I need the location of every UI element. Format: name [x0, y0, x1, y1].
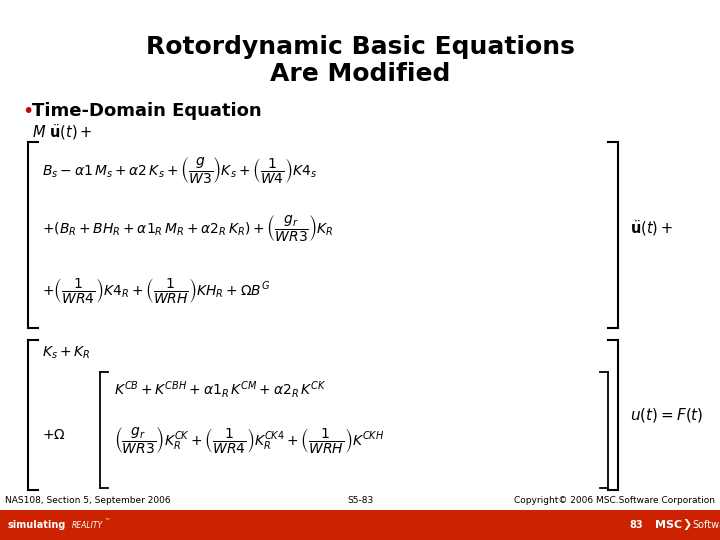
Text: Are Modified: Are Modified — [270, 62, 450, 86]
Text: ™: ™ — [104, 518, 109, 523]
Text: Software: Software — [692, 520, 720, 530]
Bar — [0, 510, 720, 540]
Text: Rotordynamic Basic Equations: Rotordynamic Basic Equations — [145, 35, 575, 59]
Text: $B_s - \alpha1\, M_s + \alpha2\, K_s + \left(\dfrac{g}{W3}\right)K_s + \left(\df: $B_s - \alpha1\, M_s + \alpha2\, K_s + \… — [42, 155, 318, 185]
Text: $K_s + K_R$: $K_s + K_R$ — [42, 345, 91, 361]
Text: Copyright© 2006 MSC.Software Corporation: Copyright© 2006 MSC.Software Corporation — [514, 496, 715, 505]
Text: $\left(\dfrac{g_r}{WR3}\right)K_R^{CK} + \left(\dfrac{1}{WR4}\right)K_R^{CK4} + : $\left(\dfrac{g_r}{WR3}\right)K_R^{CK} +… — [114, 425, 384, 455]
Text: $u(t) = F(t)$: $u(t) = F(t)$ — [630, 406, 703, 424]
Text: 83: 83 — [629, 520, 643, 530]
Text: NAS108, Section 5, September 2006: NAS108, Section 5, September 2006 — [5, 496, 171, 505]
Text: $\ddot{\mathbf{u}}(t) +$: $\ddot{\mathbf{u}}(t) +$ — [630, 218, 673, 238]
Text: MSC: MSC — [655, 520, 682, 530]
Text: S5-83: S5-83 — [347, 496, 373, 505]
Text: ❯: ❯ — [682, 519, 691, 530]
Text: $+\Omega$: $+\Omega$ — [42, 428, 66, 442]
Text: Time-Domain Equation: Time-Domain Equation — [32, 102, 261, 120]
Text: $+(B_R + BH_R + \alpha1_R\, M_R + \alpha2_R\, K_R) + \left(\dfrac{g_r}{WR3}\righ: $+(B_R + BH_R + \alpha1_R\, M_R + \alpha… — [42, 213, 334, 243]
Text: $M\ \ddot{\mathbf{u}}(t) +$: $M\ \ddot{\mathbf{u}}(t) +$ — [32, 122, 92, 142]
Text: simulating: simulating — [8, 520, 66, 530]
Text: REALITY: REALITY — [72, 521, 103, 530]
Text: $K^{CB} + K^{CBH} + \alpha1_R\, K^{CM} + \alpha2_R\, K^{CK}$: $K^{CB} + K^{CBH} + \alpha1_R\, K^{CM} +… — [114, 380, 327, 401]
Text: $+\left(\dfrac{1}{WR4}\right)K4_R + \left(\dfrac{1}{WRH}\right)KH_R + \Omega B^G: $+\left(\dfrac{1}{WR4}\right)K4_R + \lef… — [42, 275, 270, 305]
Text: •: • — [22, 102, 33, 121]
